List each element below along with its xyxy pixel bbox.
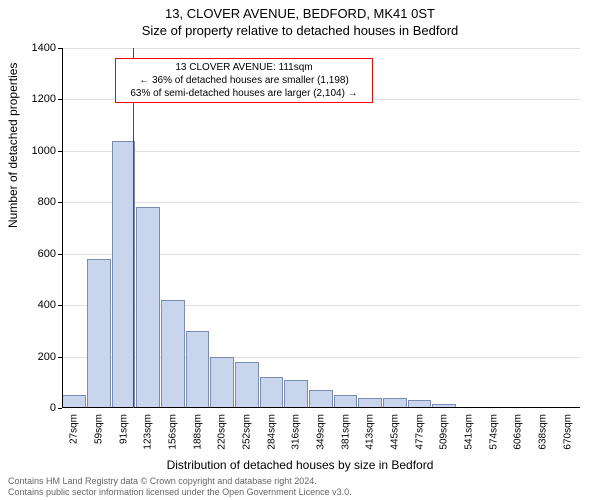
x-tick-label: 541sqm: [464, 414, 475, 450]
x-axis-label: Distribution of detached houses by size …: [0, 458, 600, 472]
y-tick-mark: [58, 151, 62, 152]
histogram-bar: [309, 390, 333, 408]
annotation-line2: ← 36% of detached houses are smaller (1,…: [122, 74, 366, 87]
x-tick-label: 188sqm: [192, 414, 203, 450]
chart-title-sub: Size of property relative to detached ho…: [0, 23, 600, 38]
histogram-bar: [284, 380, 308, 408]
x-tick-label: 316sqm: [291, 414, 302, 450]
chart-container: 13, CLOVER AVENUE, BEDFORD, MK41 0ST Siz…: [0, 0, 600, 500]
y-tick-mark: [58, 305, 62, 306]
footer: Contains HM Land Registry data © Crown c…: [8, 476, 592, 498]
x-tick-label: 670sqm: [562, 414, 573, 450]
footer-line1: Contains HM Land Registry data © Crown c…: [8, 476, 592, 487]
x-tick-label: 284sqm: [266, 414, 277, 450]
x-tick-label: 349sqm: [316, 414, 327, 450]
x-tick-label: 252sqm: [242, 414, 253, 450]
x-tick-label: 638sqm: [538, 414, 549, 450]
x-axis-line: [62, 407, 580, 408]
x-tick-label: 477sqm: [414, 414, 425, 450]
y-tick-mark: [58, 202, 62, 203]
x-tick-label: 59sqm: [94, 414, 105, 444]
x-tick-label: 445sqm: [390, 414, 401, 450]
chart-title-main: 13, CLOVER AVENUE, BEDFORD, MK41 0ST: [0, 6, 600, 21]
y-axis-label: Number of detached properties: [6, 63, 20, 228]
histogram-bar: [186, 331, 210, 408]
histogram-bar: [260, 377, 284, 408]
histogram-bar: [210, 357, 234, 408]
y-axis-line: [62, 48, 63, 408]
histogram-bar: [161, 300, 185, 408]
y-tick-mark: [58, 357, 62, 358]
y-tick-mark: [58, 254, 62, 255]
x-tick-label: 509sqm: [439, 414, 450, 450]
histogram-bar: [136, 207, 160, 408]
x-tick-label: 123sqm: [143, 414, 154, 450]
annotation-box: 13 CLOVER AVENUE: 111sqm ← 36% of detach…: [115, 58, 373, 103]
annotation-line3: 63% of semi-detached houses are larger (…: [122, 87, 366, 100]
histogram-bar: [87, 259, 111, 408]
annotation-line1: 13 CLOVER AVENUE: 111sqm: [122, 61, 366, 74]
x-tick-label: 606sqm: [513, 414, 524, 450]
x-tick-label: 574sqm: [488, 414, 499, 450]
y-tick-mark: [58, 99, 62, 100]
x-tick-label: 413sqm: [365, 414, 376, 450]
x-tick-label: 91sqm: [118, 414, 129, 444]
x-tick-label: 220sqm: [217, 414, 228, 450]
histogram-bar: [235, 362, 259, 408]
x-tick-label: 156sqm: [168, 414, 179, 450]
y-tick-mark: [58, 48, 62, 49]
x-tick-label: 381sqm: [340, 414, 351, 450]
y-tick-mark: [58, 408, 62, 409]
footer-line2: Contains public sector information licen…: [8, 487, 592, 498]
x-tick-label: 27sqm: [69, 414, 80, 444]
